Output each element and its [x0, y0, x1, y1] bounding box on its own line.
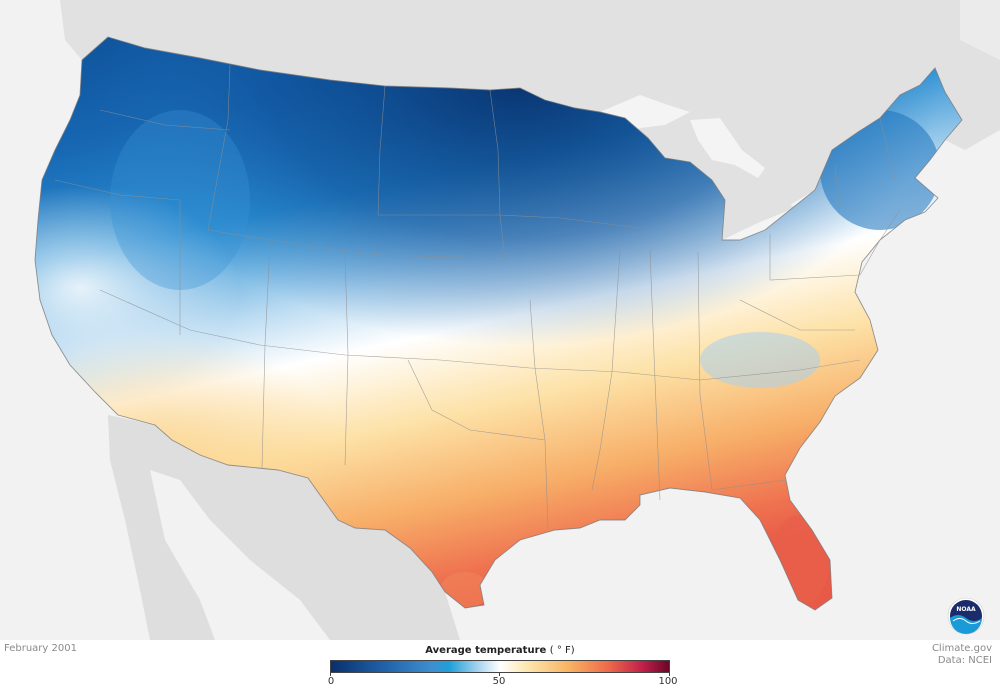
legend-unit: ( ° F) — [549, 645, 575, 656]
map-area: NOAA — [0, 0, 1000, 640]
temperature-map: NOAA — [34, 0, 1000, 640]
legend-colorbar — [330, 660, 670, 673]
legend-title: Average temperature ( ° F) — [330, 645, 670, 656]
date-label: February 2001 — [4, 643, 77, 654]
legend-tickmark-100 — [669, 673, 670, 676]
legend-title-text: Average temperature — [425, 645, 547, 656]
state-borders — [34, 36, 963, 611]
legend-tickmark-0 — [330, 673, 331, 676]
credit-site[interactable]: Climate.gov — [931, 643, 992, 654]
legend-tick-100: 100 — [658, 676, 678, 687]
credit-data: Data: NCEI — [937, 655, 992, 666]
footer: February 2001 Average temperature ( ° F)… — [0, 640, 1000, 690]
noaa-logo-text: NOAA — [956, 606, 976, 613]
surrounding-land — [60, 0, 1000, 640]
legend-tick-0: 0 — [327, 676, 335, 687]
noaa-logo-icon: NOAA — [947, 597, 985, 635]
legend-tick-50: 50 — [492, 676, 506, 687]
legend-tickmark-50 — [499, 673, 500, 676]
